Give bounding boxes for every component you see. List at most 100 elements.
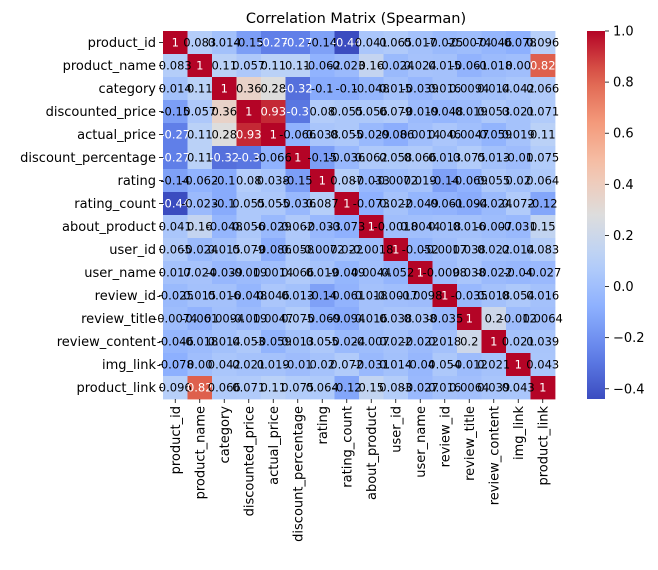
cell-value-label: 0.021 bbox=[477, 358, 510, 372]
cell-value-label: -0.15 bbox=[160, 105, 190, 119]
cell-value-label: 1 bbox=[221, 82, 228, 96]
colorbar-tick-label: 0.6 bbox=[613, 127, 634, 142]
cell-value-label: 0.93 bbox=[260, 105, 286, 119]
heatmap-cell bbox=[310, 284, 335, 308]
heatmap-cell bbox=[481, 31, 507, 55]
heatmap-cell bbox=[212, 353, 237, 377]
heatmap-cell bbox=[506, 123, 531, 147]
heatmap-cell bbox=[530, 192, 556, 216]
heatmap-cell bbox=[261, 31, 286, 55]
heatmap-cell bbox=[530, 146, 556, 170]
cell-value-label: -0.1 bbox=[213, 174, 235, 188]
heatmap-cell bbox=[163, 284, 188, 308]
heatmap-cell bbox=[334, 169, 360, 193]
heatmap-cell bbox=[236, 100, 262, 124]
cell-value-label: 0.055 bbox=[232, 197, 265, 211]
cell-value-label: -0.061 bbox=[451, 59, 488, 73]
cell-value-label: 0.055 bbox=[330, 105, 363, 119]
cell-value-label: -0.029 bbox=[353, 128, 390, 142]
cell-value-label: 0.072 bbox=[330, 358, 363, 372]
heatmap-cell bbox=[506, 77, 531, 101]
heatmap-cell bbox=[359, 77, 384, 101]
x-tick-label: discounted_price bbox=[242, 406, 257, 516]
cell-value-label: 0.2 bbox=[460, 335, 478, 349]
heatmap-cell bbox=[310, 261, 335, 285]
heatmap-cell bbox=[383, 284, 409, 308]
heatmap-cell bbox=[261, 215, 286, 239]
heatmap-cell bbox=[457, 330, 482, 354]
heatmap-cell bbox=[285, 330, 311, 354]
cell-value-label: -0.27 bbox=[258, 36, 288, 50]
heatmap-cell bbox=[187, 31, 213, 55]
heatmap-cell bbox=[481, 238, 507, 262]
heatmap-cell bbox=[457, 261, 482, 285]
heatmap-cell bbox=[187, 77, 213, 101]
cell-value-label: -0.019 bbox=[230, 266, 267, 280]
heatmap-cell bbox=[261, 123, 286, 147]
cell-value-label: -0.27 bbox=[160, 128, 190, 142]
heatmap-cell bbox=[481, 353, 507, 377]
cell-value-label: 0.019 bbox=[306, 266, 339, 280]
cell-value-label: -0.048 bbox=[353, 82, 390, 96]
heatmap-cell bbox=[334, 192, 360, 216]
heatmap-cell bbox=[432, 146, 458, 170]
heatmap-cell bbox=[212, 238, 237, 262]
cell-value-label: 0.055 bbox=[477, 174, 510, 188]
cell-value-label: -0.01 bbox=[283, 358, 313, 372]
cell-value-label: -0.007 bbox=[353, 335, 390, 349]
cell-value-label: 0.053 bbox=[232, 335, 265, 349]
heatmap-cell bbox=[481, 123, 507, 147]
cell-value-label: -0.0017 bbox=[423, 243, 467, 257]
heatmap-cell bbox=[187, 261, 213, 285]
y-tick-label: review_id bbox=[95, 289, 156, 304]
cell-value-label: 0.043 bbox=[526, 358, 559, 372]
heatmap-cell bbox=[481, 376, 507, 400]
cell-value-label: 1 bbox=[441, 289, 448, 303]
heatmap-cell bbox=[432, 238, 458, 262]
heatmap-cell bbox=[359, 261, 384, 285]
cell-value-label: -0.078 bbox=[157, 358, 194, 372]
cell-value-label: 0.062 bbox=[281, 220, 314, 234]
heatmap-cell bbox=[408, 307, 433, 331]
cell-value-label: 0.013 bbox=[428, 151, 461, 165]
cell-value-label: 0.015 bbox=[183, 289, 216, 303]
cell-value-label: 0.014 bbox=[477, 82, 510, 96]
heatmap-cell bbox=[163, 54, 188, 78]
heatmap-cell bbox=[481, 192, 507, 216]
y-tick-label: discount_percentage bbox=[20, 151, 156, 166]
cell-value-label: -0.046 bbox=[157, 335, 194, 349]
cell-value-label: 0.079 bbox=[232, 243, 265, 257]
cell-value-label: 0.0064 bbox=[449, 381, 489, 395]
x-tick-label: category bbox=[218, 406, 233, 464]
heatmap-cell bbox=[432, 31, 458, 55]
heatmap-cell bbox=[506, 54, 531, 78]
cell-value-label: 0.083 bbox=[379, 381, 412, 395]
heatmap-cell bbox=[236, 215, 262, 239]
heatmap-cell bbox=[310, 330, 335, 354]
heatmap-cell bbox=[187, 376, 213, 400]
heatmap-cell bbox=[432, 376, 458, 400]
heatmap-cell bbox=[408, 238, 433, 262]
x-axis-ticks: product_id product_name category discounted… bbox=[169, 399, 551, 542]
heatmap-cell bbox=[432, 169, 458, 193]
heatmap-cell bbox=[334, 353, 360, 377]
heatmap-cell bbox=[187, 100, 213, 124]
cell-value-label: -0.069 bbox=[304, 312, 341, 326]
cell-value-label: 0.021 bbox=[232, 358, 265, 372]
heatmap-cell bbox=[212, 330, 237, 354]
heatmap-cell bbox=[530, 54, 556, 78]
heatmap-cell bbox=[530, 169, 556, 193]
y-tick-label: review_content bbox=[57, 335, 156, 350]
heatmap-cell bbox=[212, 146, 237, 170]
heatmap-cell bbox=[212, 261, 237, 285]
cell-value-label: 0.039 bbox=[526, 335, 559, 349]
heatmap-cell bbox=[481, 307, 507, 331]
cell-value-label: 0.056 bbox=[355, 105, 388, 119]
cell-value-label: 0.083 bbox=[159, 59, 192, 73]
cell-value-label: -0.094 bbox=[328, 312, 365, 326]
heatmap-cell bbox=[432, 54, 458, 78]
heatmap-cell bbox=[481, 54, 507, 78]
heatmap-cell bbox=[236, 353, 262, 377]
heatmap-cell bbox=[408, 353, 433, 377]
heatmap-cell bbox=[310, 353, 335, 377]
